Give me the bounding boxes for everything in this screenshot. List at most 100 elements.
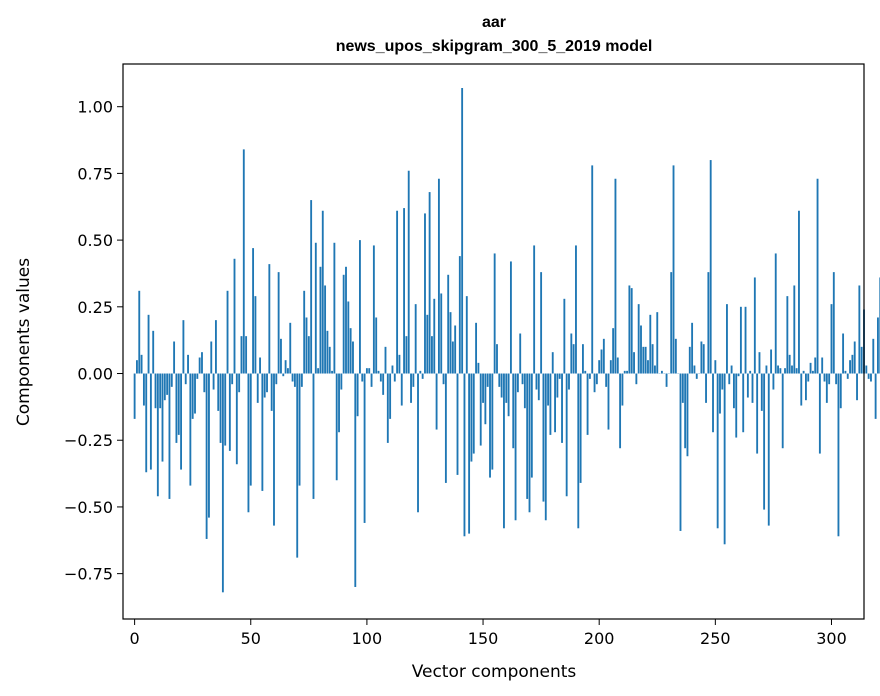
bar xyxy=(361,373,364,382)
bar xyxy=(221,373,224,593)
bar xyxy=(417,373,419,513)
bar xyxy=(293,373,296,387)
bar xyxy=(865,365,868,374)
bar xyxy=(837,373,840,537)
bar xyxy=(277,272,280,374)
bar xyxy=(212,373,215,390)
bar xyxy=(665,373,668,387)
bar xyxy=(201,352,203,374)
y-tick-label: 0.50 xyxy=(77,231,113,250)
y-tick-label: 1.00 xyxy=(77,98,113,117)
bar xyxy=(347,301,350,374)
bar xyxy=(152,330,155,374)
bar xyxy=(503,373,505,529)
bar xyxy=(821,357,824,374)
bar xyxy=(551,352,554,374)
bar xyxy=(324,285,327,374)
bar xyxy=(874,373,877,419)
bar xyxy=(577,373,580,529)
bar xyxy=(372,245,375,374)
bar xyxy=(444,373,447,483)
bar xyxy=(633,352,635,374)
bar xyxy=(544,373,547,521)
bar xyxy=(772,373,775,390)
bar xyxy=(273,373,275,526)
bar xyxy=(712,373,714,433)
bar xyxy=(533,245,536,374)
bar xyxy=(345,266,347,374)
bar xyxy=(584,370,587,374)
bar xyxy=(860,346,863,374)
bar xyxy=(138,290,141,374)
bar xyxy=(832,272,835,374)
bar xyxy=(486,373,489,387)
bar xyxy=(275,373,278,385)
x-tick-label: 250 xyxy=(700,629,731,648)
bar xyxy=(198,357,201,374)
bar xyxy=(449,312,452,374)
bar xyxy=(700,341,703,374)
bar xyxy=(252,248,255,374)
bar xyxy=(800,373,803,406)
bar xyxy=(770,349,773,374)
bar xyxy=(742,373,745,433)
bar xyxy=(784,368,786,374)
bar xyxy=(393,373,396,382)
bar xyxy=(528,373,531,513)
bar xyxy=(454,325,457,374)
bar xyxy=(828,373,831,385)
bar xyxy=(805,373,807,401)
x-tick-label: 300 xyxy=(816,629,847,648)
bar xyxy=(726,304,728,374)
bar xyxy=(623,370,626,374)
bar xyxy=(593,373,596,393)
bar xyxy=(349,328,352,374)
bar xyxy=(203,373,206,393)
y-axis-ticks: −0.75 −0.50 −0.25 0.00 0.25 0.50 0.75 1.00 xyxy=(64,98,123,584)
bar xyxy=(482,373,484,403)
bar xyxy=(686,373,689,457)
bar xyxy=(649,314,652,374)
bar xyxy=(509,261,512,374)
bar xyxy=(342,274,345,374)
bar xyxy=(226,290,229,374)
bar xyxy=(647,360,649,374)
bar xyxy=(844,370,847,374)
bar xyxy=(168,373,171,499)
bar xyxy=(424,213,426,374)
bar xyxy=(359,240,361,374)
x-tick-label: 200 xyxy=(584,629,615,648)
bar xyxy=(823,373,826,382)
bar xyxy=(291,373,294,382)
bar xyxy=(777,365,779,374)
bar xyxy=(140,354,143,374)
bar xyxy=(644,346,647,374)
bar xyxy=(765,365,768,374)
bar xyxy=(149,373,152,470)
bar xyxy=(333,242,336,374)
bar xyxy=(266,373,268,393)
bar xyxy=(872,338,875,374)
bar xyxy=(540,272,543,374)
bar xyxy=(428,192,431,374)
bar xyxy=(681,373,684,403)
bar xyxy=(191,373,194,419)
bar xyxy=(263,373,266,398)
bar xyxy=(224,373,227,446)
bar xyxy=(705,373,707,403)
bar xyxy=(326,330,329,374)
bar xyxy=(570,333,573,374)
bar xyxy=(256,373,259,403)
bar xyxy=(795,368,798,374)
bar xyxy=(723,373,726,545)
x-axis-ticks: 0 50 100 150 200 250 300 xyxy=(130,619,847,648)
bar xyxy=(688,346,691,374)
bar xyxy=(707,272,710,374)
bar xyxy=(421,373,424,379)
y-tick-label: −0.25 xyxy=(64,431,113,450)
bar xyxy=(170,373,173,387)
bar xyxy=(331,370,333,374)
bar xyxy=(753,277,756,374)
bar xyxy=(182,320,185,374)
